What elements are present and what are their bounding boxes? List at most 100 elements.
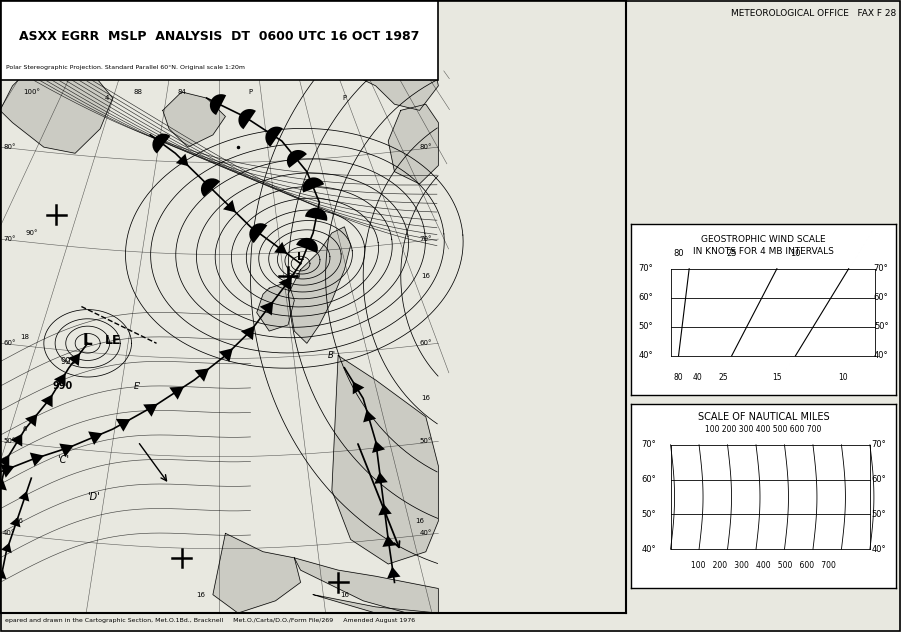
- Polygon shape: [0, 455, 9, 468]
- Polygon shape: [259, 301, 273, 315]
- Polygon shape: [195, 368, 209, 382]
- Text: 50°: 50°: [420, 439, 432, 444]
- Text: 10: 10: [790, 250, 801, 258]
- Text: 50°: 50°: [639, 322, 653, 331]
- Text: 40°: 40°: [874, 351, 888, 360]
- Text: 16: 16: [422, 396, 431, 401]
- Polygon shape: [11, 434, 23, 447]
- Text: IN KNOTS FOR 4 MB INTERVALS: IN KNOTS FOR 4 MB INTERVALS: [693, 246, 834, 255]
- Text: 60°: 60°: [874, 293, 888, 302]
- Polygon shape: [176, 154, 188, 166]
- Polygon shape: [41, 394, 52, 407]
- Text: 90°: 90°: [25, 230, 38, 236]
- Polygon shape: [1, 543, 12, 553]
- Text: SCALE OF NAUTICAL MILES: SCALE OF NAUTICAL MILES: [697, 412, 830, 422]
- Polygon shape: [30, 453, 44, 466]
- Polygon shape: [288, 227, 350, 343]
- Text: 'D': 'D': [87, 492, 100, 502]
- Polygon shape: [274, 242, 287, 254]
- Bar: [0, 0, 438, 80]
- Polygon shape: [241, 326, 254, 340]
- Polygon shape: [265, 126, 283, 147]
- Polygon shape: [239, 109, 256, 129]
- Polygon shape: [59, 444, 74, 457]
- Text: 16: 16: [14, 518, 23, 524]
- Text: 'C': 'C': [57, 455, 68, 465]
- Polygon shape: [68, 353, 80, 366]
- Polygon shape: [219, 348, 232, 362]
- Polygon shape: [314, 595, 438, 613]
- Text: 25: 25: [719, 374, 729, 382]
- Text: 60°: 60°: [639, 293, 653, 302]
- Polygon shape: [257, 282, 295, 331]
- Text: 50°: 50°: [874, 322, 888, 331]
- Text: 100°: 100°: [23, 89, 40, 95]
- Text: 60°: 60°: [871, 475, 886, 484]
- Text: 25: 25: [726, 250, 737, 258]
- Polygon shape: [374, 472, 387, 484]
- Polygon shape: [303, 178, 324, 193]
- Text: 40°: 40°: [642, 545, 656, 554]
- Text: 18: 18: [21, 334, 30, 340]
- Text: ASXX EGRR  MSLP  ANALYSIS  DT  0600 UTC 16 OCT 1987: ASXX EGRR MSLP ANALYSIS DT 0600 UTC 16 O…: [19, 30, 419, 43]
- Text: 84: 84: [177, 89, 186, 95]
- Text: GEOSTROPHIC WIND SCALE: GEOSTROPHIC WIND SCALE: [701, 234, 826, 243]
- Text: LE: LE: [105, 334, 121, 347]
- Polygon shape: [363, 410, 376, 422]
- Polygon shape: [382, 535, 396, 547]
- Text: 50°: 50°: [3, 439, 15, 444]
- Polygon shape: [250, 223, 268, 243]
- Text: 70°: 70°: [639, 264, 653, 273]
- Polygon shape: [54, 374, 66, 386]
- Text: 70°: 70°: [420, 236, 432, 242]
- Text: 60°: 60°: [420, 340, 432, 346]
- Polygon shape: [0, 464, 14, 478]
- Text: 50°: 50°: [642, 510, 656, 519]
- Text: 80: 80: [674, 374, 683, 382]
- Text: 88: 88: [133, 89, 142, 95]
- Polygon shape: [88, 432, 103, 445]
- Polygon shape: [0, 569, 6, 579]
- Polygon shape: [25, 414, 37, 427]
- Text: 10: 10: [839, 374, 848, 382]
- Text: 4: 4: [105, 95, 109, 101]
- Text: 70°: 70°: [874, 264, 888, 273]
- Polygon shape: [363, 43, 438, 111]
- Text: 6: 6: [23, 426, 27, 432]
- Text: 80: 80: [673, 250, 684, 258]
- Polygon shape: [169, 387, 184, 399]
- Polygon shape: [388, 104, 438, 184]
- Text: 16: 16: [340, 592, 349, 598]
- Polygon shape: [387, 567, 401, 578]
- Text: 15: 15: [772, 374, 782, 382]
- Polygon shape: [296, 238, 318, 253]
- Polygon shape: [116, 419, 131, 432]
- Polygon shape: [305, 208, 327, 221]
- Text: 990: 990: [52, 381, 73, 391]
- Polygon shape: [152, 133, 170, 154]
- Polygon shape: [0, 478, 7, 490]
- Polygon shape: [353, 382, 364, 394]
- Polygon shape: [0, 55, 113, 154]
- Text: 16: 16: [422, 273, 431, 279]
- Text: 40°: 40°: [420, 530, 432, 537]
- Text: 80°: 80°: [3, 144, 15, 150]
- Polygon shape: [143, 404, 158, 416]
- Text: P: P: [249, 89, 252, 95]
- Text: METEOROLOGICAL OFFICE   FAX F 28: METEOROLOGICAL OFFICE FAX F 28: [732, 9, 896, 18]
- Polygon shape: [295, 558, 438, 613]
- Text: 40°: 40°: [871, 545, 886, 554]
- Text: 80°: 80°: [420, 144, 432, 150]
- Polygon shape: [19, 491, 30, 502]
- Text: 960: 960: [287, 273, 301, 279]
- Text: L: L: [83, 332, 93, 348]
- Text: 60°: 60°: [3, 340, 15, 346]
- Polygon shape: [287, 150, 307, 168]
- Text: E': E': [134, 382, 141, 391]
- Text: 100 200 300 400 500 600 700: 100 200 300 400 500 600 700: [705, 425, 822, 434]
- Polygon shape: [163, 92, 225, 147]
- Text: 993: 993: [61, 357, 77, 366]
- Text: 50°: 50°: [871, 510, 886, 519]
- Text: 40°: 40°: [3, 530, 15, 537]
- Polygon shape: [278, 276, 292, 291]
